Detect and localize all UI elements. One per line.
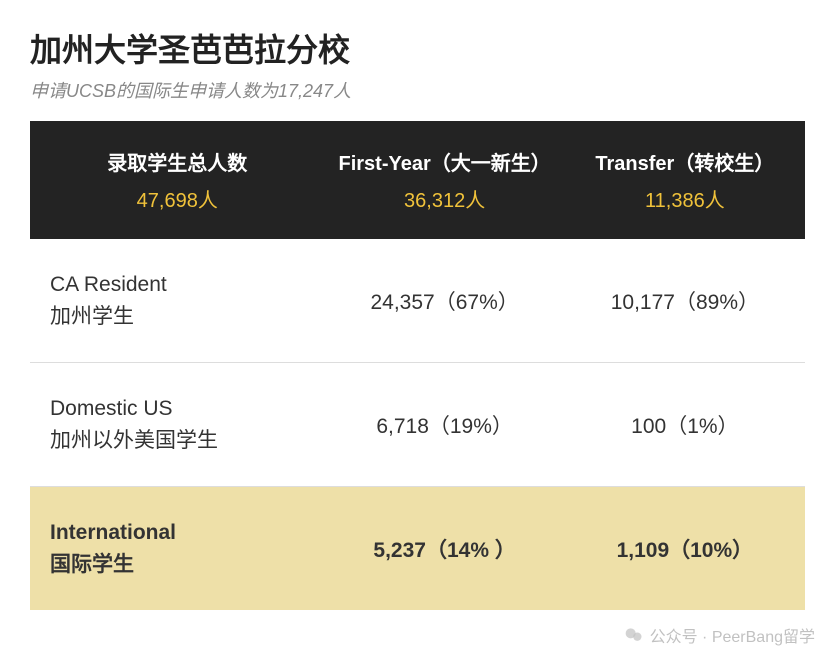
header-firstyear-value: 36,312人: [335, 184, 555, 213]
row-en: Domestic US: [50, 393, 305, 425]
row-en: International: [50, 517, 305, 549]
header-total: 录取学生总人数 47,698人: [30, 121, 325, 239]
row-domestic-transfer: 100（1%）: [565, 363, 805, 487]
page-subtitle: 申请UCSB的国际生申请人数为17,247人: [30, 77, 805, 103]
row-international-firstyear: 5,237（14% ）: [325, 487, 565, 611]
header-transfer: Transfer（转校生） 11,386人: [565, 121, 805, 239]
header-transfer-label: Transfer（转校生）: [575, 147, 795, 176]
row-en: CA Resident: [50, 269, 305, 301]
watermark: 公众号 · PeerBang留学: [624, 623, 815, 647]
row-zh: 国际学生: [50, 549, 305, 581]
wechat-icon: [624, 625, 644, 645]
table-row: CA Resident 加州学生 24,357（67%） 10,177（89%）: [30, 239, 805, 363]
header-transfer-value: 11,386人: [575, 184, 795, 213]
row-domestic-firstyear: 6,718（19%）: [325, 363, 565, 487]
watermark-text: 公众号 · PeerBang留学: [650, 623, 815, 647]
header-firstyear-label: First-Year（大一新生）: [335, 147, 555, 176]
row-ca-firstyear: 24,357（67%）: [325, 239, 565, 363]
row-ca-transfer: 10,177（89%）: [565, 239, 805, 363]
row-label-domestic: Domestic US 加州以外美国学生: [30, 363, 325, 487]
row-zh: 加州以外美国学生: [50, 425, 305, 457]
table-row: Domestic US 加州以外美国学生 6,718（19%） 100（1%）: [30, 363, 805, 487]
header-total-value: 47,698人: [40, 184, 315, 213]
row-international-transfer: 1,109（10%）: [565, 487, 805, 611]
header-firstyear: First-Year（大一新生） 36,312人: [325, 121, 565, 239]
row-label-ca: CA Resident 加州学生: [30, 239, 325, 363]
header-total-label: 录取学生总人数: [40, 147, 315, 176]
page-title: 加州大学圣芭芭拉分校: [30, 25, 805, 71]
row-label-international: International 国际学生: [30, 487, 325, 611]
row-zh: 加州学生: [50, 301, 305, 333]
table-header-row: 录取学生总人数 47,698人 First-Year（大一新生） 36,312人…: [30, 121, 805, 239]
table-row-highlight: International 国际学生 5,237（14% ） 1,109（10%…: [30, 487, 805, 611]
admissions-table: 录取学生总人数 47,698人 First-Year（大一新生） 36,312人…: [30, 121, 805, 610]
